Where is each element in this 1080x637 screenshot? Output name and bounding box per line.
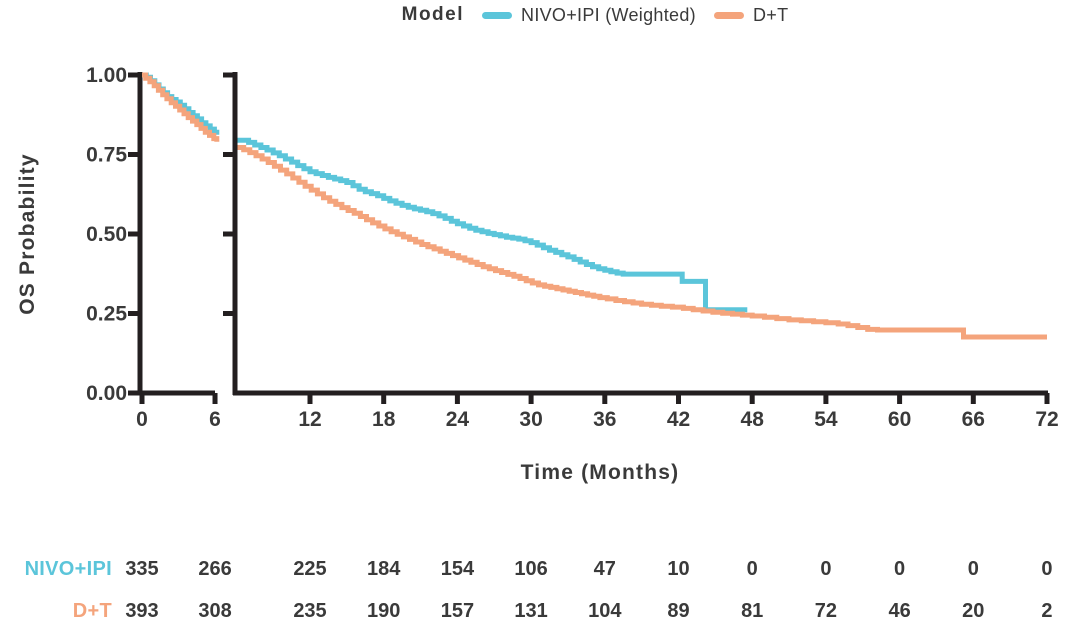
- risk-count: 0: [746, 558, 758, 580]
- legend-item-dt: D+T: [713, 4, 789, 26]
- x-tick-label: 72: [1035, 408, 1058, 431]
- x-tick-label: 60: [888, 408, 911, 431]
- x-tick-label: 6: [209, 408, 221, 431]
- axis-tick-labels: 1.00 0.75 0.50 0.25 0.00 0 6 12 18 24 30 36 42 48 54 60…: [86, 64, 1059, 431]
- risk-count: 393: [125, 600, 159, 622]
- curve-dt-panel2: [237, 145, 1047, 340]
- chart-legend: Model NIVO+IPI (Weighted) D+T: [55, 4, 1080, 26]
- risk-count: 235: [293, 600, 327, 622]
- legend-item-nivo-ipi: NIVO+IPI (Weighted): [482, 5, 696, 26]
- risk-count: 10: [667, 558, 690, 580]
- risk-count: 46: [888, 600, 911, 622]
- y-tick-label: 0.00: [86, 382, 127, 405]
- legend-title: Model: [401, 4, 465, 25]
- dt-line-swatch: [713, 11, 744, 19]
- x-tick-label: 42: [667, 408, 690, 431]
- axes: [128, 72, 1050, 404]
- risk-count: 0: [1041, 558, 1053, 580]
- x-tick-label: 12: [298, 408, 321, 431]
- risk-count: 157: [440, 600, 475, 622]
- risk-count: 72: [814, 600, 838, 622]
- risk-count: 0: [967, 558, 979, 580]
- risk-count: 47: [593, 558, 616, 580]
- curve-dt-panel1: [142, 72, 220, 142]
- x-tick-label: 48: [741, 408, 765, 431]
- x-tick-label: 18: [372, 408, 396, 431]
- risk-count: 2: [1041, 600, 1053, 622]
- risk-row-label: D+T: [72, 600, 112, 622]
- risk-count: 20: [962, 600, 985, 622]
- y-tick-label: 0.50: [86, 223, 127, 246]
- risk-count: 106: [514, 558, 548, 580]
- axis-lines: [128, 72, 1050, 404]
- risk-count: 225: [293, 558, 327, 580]
- risk-count: 154: [440, 558, 475, 580]
- risk-count: 89: [667, 600, 690, 622]
- risk-count: 184: [367, 558, 401, 580]
- risk-row-label: NIVO+IPI: [24, 558, 112, 580]
- x-tick-label: 24: [446, 408, 470, 431]
- x-tick-label: 54: [814, 408, 838, 431]
- x-tick-label: 66: [962, 408, 985, 431]
- x-tick-label: 36: [593, 408, 616, 431]
- x-tick-label: 0: [136, 408, 148, 431]
- risk-count: 81: [741, 600, 764, 622]
- risk-count: 335: [125, 558, 159, 580]
- risk-count: 131: [514, 600, 548, 622]
- risk-count: 266: [198, 558, 232, 580]
- risk-count: 104: [588, 600, 622, 622]
- x-axis-title: Time (Months): [521, 461, 680, 484]
- y-tick-label: 1.00: [86, 64, 127, 87]
- risk-count: 308: [198, 600, 232, 622]
- y-tick-label: 0.75: [86, 144, 127, 167]
- curve-nivo-ipi-panel2: [237, 137, 748, 313]
- y-tick-label: 0.25: [86, 303, 127, 326]
- y-axis-title: OS Probability: [16, 153, 39, 315]
- survival-curves: [142, 72, 1047, 340]
- x-tick-label: 30: [519, 408, 542, 431]
- nivo-ipi-line-swatch: [482, 11, 513, 19]
- risk-count: 0: [894, 558, 906, 580]
- risk-count: 0: [820, 558, 832, 580]
- legend-item-nivo-ipi-label: NIVO+IPI (Weighted): [521, 4, 696, 25]
- risk-count: 190: [367, 600, 401, 622]
- legend-item-dt-label: D+T: [752, 4, 789, 25]
